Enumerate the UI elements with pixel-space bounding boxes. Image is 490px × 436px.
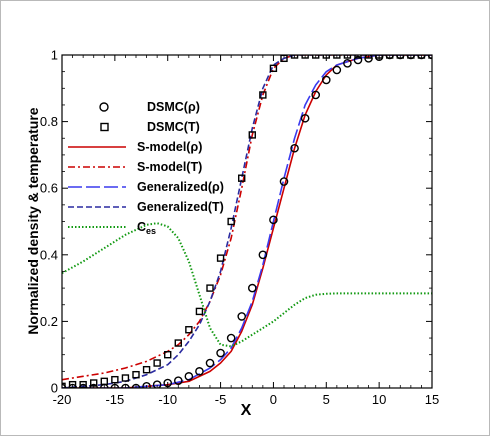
y-tick-label: 0 <box>51 381 58 396</box>
series-line-6 <box>62 222 432 348</box>
dsmc-rho-marker <box>311 90 321 100</box>
dsmc-t-marker <box>248 131 256 139</box>
dsmc-rho-marker <box>226 333 236 343</box>
legend-label: DSMC(ρ) <box>147 100 200 114</box>
dsmc-rho-marker <box>173 376 183 385</box>
dsmc-t-marker <box>142 365 151 374</box>
dsmc-rho-marker <box>332 65 342 75</box>
x-tick-label: -5 <box>215 392 227 407</box>
legend-label: S-model(ρ) <box>137 140 202 154</box>
legend-label: Generalized(T) <box>137 200 224 214</box>
x-tick-label: -15 <box>105 392 124 407</box>
dsmc-rho-marker <box>290 143 299 153</box>
legend-square-marker <box>100 122 109 132</box>
legend-label: Generalized(ρ) <box>137 180 224 194</box>
dsmc-rho-marker <box>321 75 331 85</box>
dsmc-t-marker <box>153 359 161 367</box>
legend-label-subscript: es <box>146 226 156 236</box>
plot-area-frame <box>61 54 433 389</box>
dsmc-rho-marker <box>205 358 215 368</box>
y-tick-label: 0.8 <box>40 114 58 129</box>
dsmc-t-marker <box>238 174 246 182</box>
series-line-2 <box>62 55 432 388</box>
dsmc-t-marker <box>164 351 172 359</box>
x-axis-label: X <box>241 402 252 419</box>
x-tick-label: -10 <box>158 392 177 407</box>
dsmc-rho-marker <box>247 283 257 293</box>
series-line-3 <box>62 55 432 381</box>
dsmc-rho-marker <box>152 380 162 388</box>
dsmc-t-marker <box>121 374 130 382</box>
dsmc-t-marker <box>174 339 182 347</box>
dsmc-rho-marker <box>269 215 278 225</box>
dsmc-rho-marker <box>216 348 225 358</box>
y-tick-label: 0.2 <box>40 314 58 329</box>
legend-label: DSMC(T) <box>147 120 200 134</box>
dsmc-t-marker <box>227 217 235 226</box>
dsmc-rho-marker <box>237 312 247 321</box>
x-tick-label: 5 <box>323 392 330 407</box>
dsmc-t-marker <box>269 64 278 73</box>
dsmc-rho-marker <box>300 113 310 123</box>
legend-label: Ces <box>137 220 156 236</box>
y-axis-label: Normalized density & temperature <box>25 107 41 334</box>
dsmc-rho-marker <box>184 372 194 381</box>
dsmc-t-marker <box>100 377 108 386</box>
y-tick-label: 0.4 <box>40 247 58 262</box>
dsmc-t-marker <box>111 375 119 384</box>
legend-circle-marker <box>99 102 109 112</box>
dsmc-rho-marker <box>279 177 289 186</box>
dsmc-t-marker <box>62 382 66 388</box>
dsmc-t-marker <box>185 326 193 334</box>
dsmc-t-marker <box>216 254 225 262</box>
dsmc-t-marker <box>206 284 214 292</box>
x-tick-label: -20 <box>53 392 72 407</box>
x-tick-label: 15 <box>425 392 439 407</box>
dsmc-rho-marker <box>195 367 204 376</box>
y-tick-label: 0.6 <box>40 181 58 196</box>
dsmc-rho-marker <box>343 59 352 68</box>
dsmc-t-marker <box>259 91 267 99</box>
dsmc-rho-marker <box>142 382 151 388</box>
dsmc-t-marker <box>132 370 140 379</box>
dsmc-t-marker <box>195 307 204 316</box>
y-tick-label: 1 <box>51 48 58 63</box>
x-tick-label: 10 <box>372 392 386 407</box>
series-line-4 <box>62 55 432 388</box>
legend-label: S-model(T) <box>137 160 202 174</box>
dsmc-rho-marker <box>258 250 268 260</box>
series-line-5 <box>62 55 432 388</box>
x-tick-label: 0 <box>270 392 277 407</box>
